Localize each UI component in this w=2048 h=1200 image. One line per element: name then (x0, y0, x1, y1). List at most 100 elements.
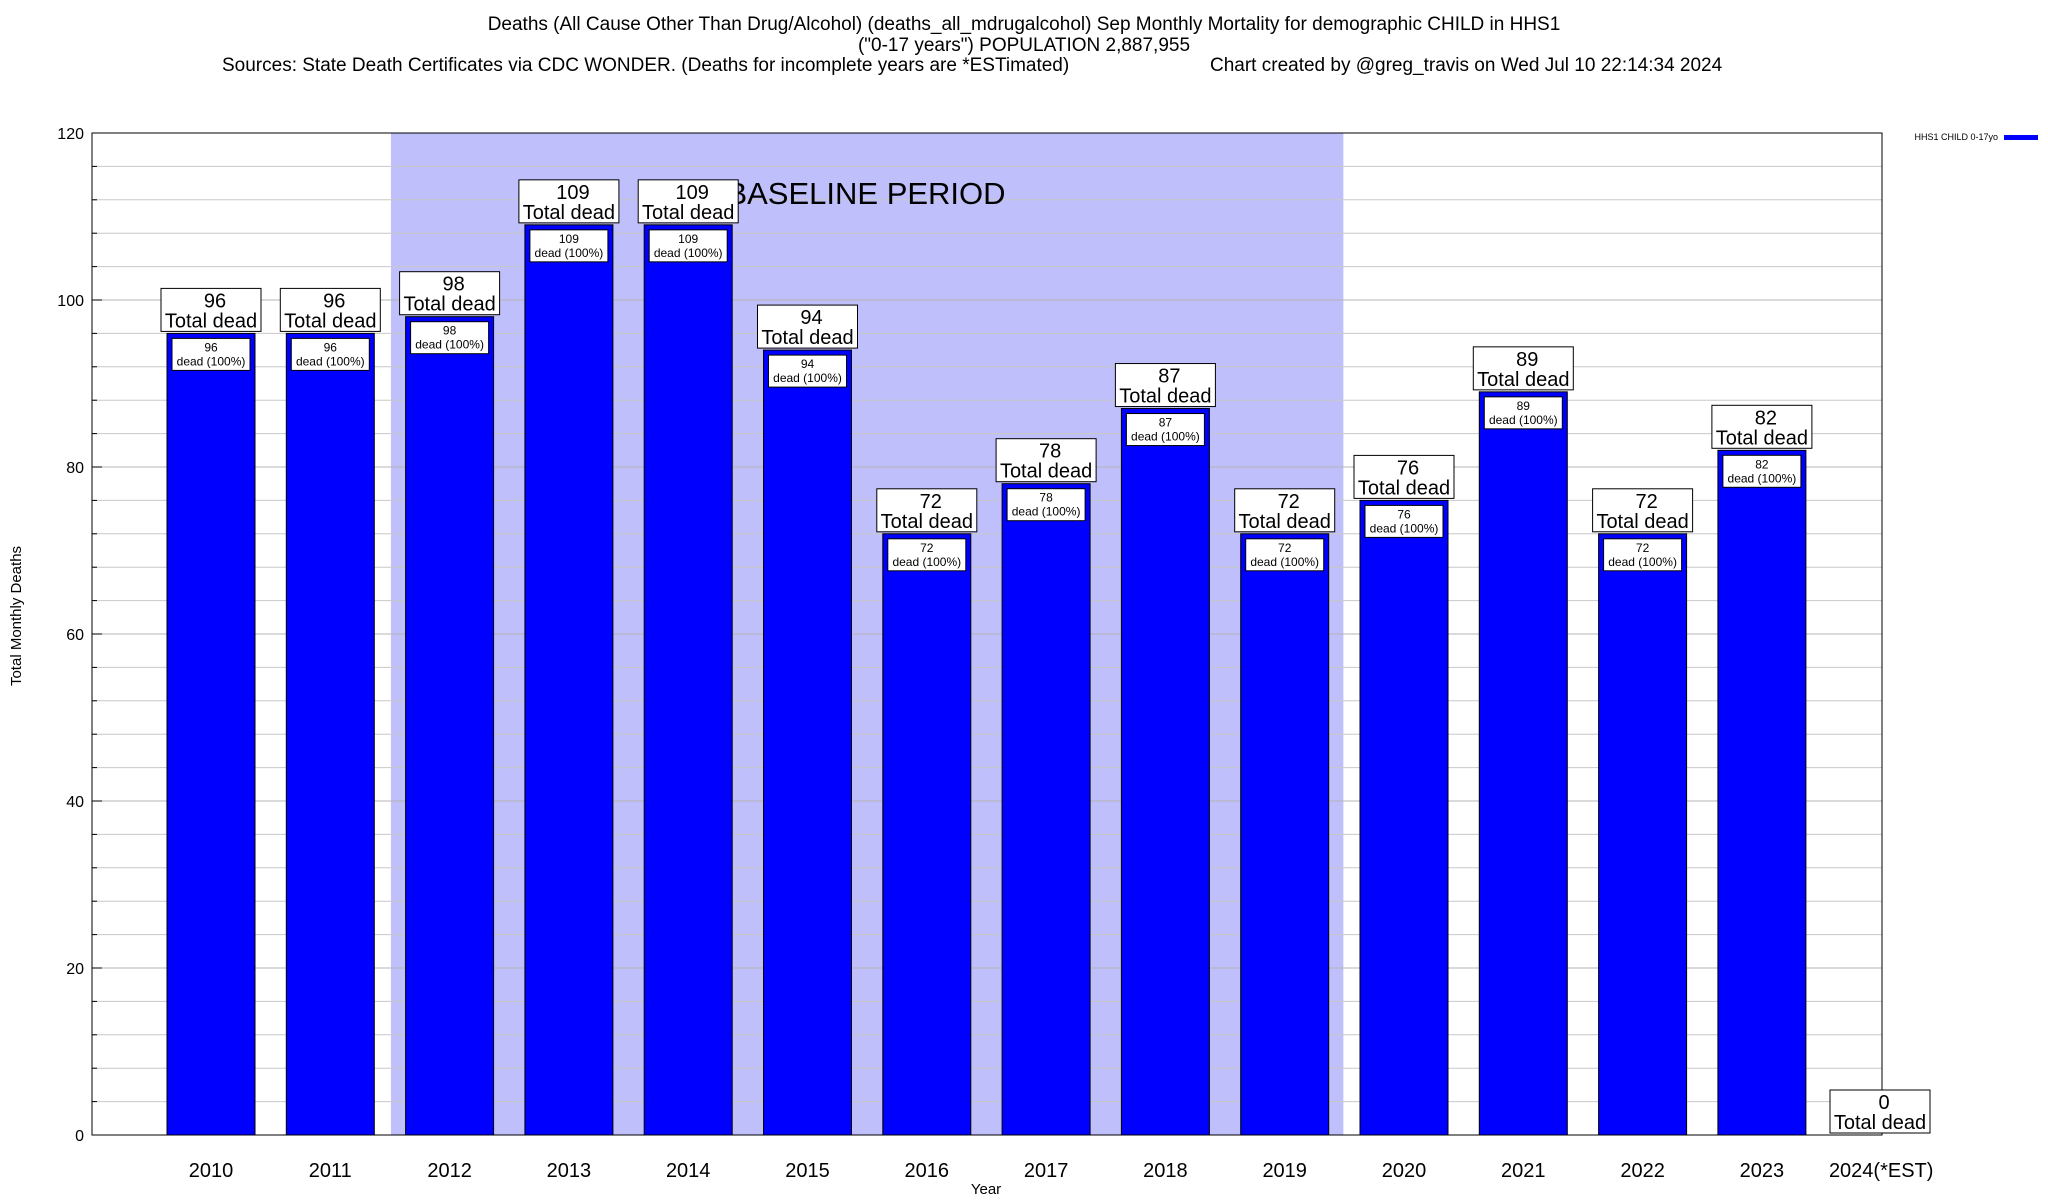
bar-total-label-value: 89 (1516, 349, 1538, 371)
bar-total-label-box (1114, 363, 1216, 408)
bar-total-label-box (279, 287, 381, 332)
bar-inner-label-value: 72 (1278, 541, 1292, 555)
bar-total-label-text: Total dead (523, 202, 615, 224)
bar-inner-label-text: dead (100%) (296, 354, 365, 368)
bar-total-label-value: 96 (204, 290, 226, 312)
bar-total-label-box (995, 438, 1097, 483)
bar-total-label-text: Total dead (1000, 461, 1092, 483)
bar-total-label-value: 0 (1878, 1092, 1889, 1114)
bar-inner-label-text: dead (100%) (1370, 521, 1439, 535)
bar-inner-label-value: 72 (1636, 541, 1650, 555)
bar-inner-label-value: 98 (443, 324, 457, 338)
bar-total-label-value: 109 (676, 182, 709, 204)
bar (285, 332, 375, 1136)
bar-total-label-value: 72 (1278, 491, 1300, 513)
legend-swatch (2004, 135, 2038, 140)
bar (1120, 408, 1210, 1136)
bar-total-label-text: Total dead (1477, 369, 1569, 391)
bar-inner-label-box (648, 229, 728, 263)
bar-inner-label-value: 78 (1039, 491, 1053, 505)
bar-inner-label-box (1006, 488, 1086, 522)
bar-inner-label-value: 109 (678, 232, 698, 246)
bar-total-label-text: Total dead (284, 310, 376, 332)
bar-inner-label-box (1483, 396, 1563, 430)
bar-total-label-box (757, 304, 858, 349)
bar-inner-label-text: dead (100%) (1012, 505, 1081, 519)
bar-inner-label-text: dead (100%) (535, 246, 604, 260)
x-tick-label: 2014 (666, 1160, 711, 1182)
chart-sources: Sources: State Death Certificates via CD… (222, 55, 1070, 76)
bar-total-label-text: Total dead (881, 511, 973, 533)
bar-total-label-text: Total dead (1716, 427, 1808, 449)
y-tick-label: 20 (66, 961, 84, 978)
bar-inner-label-text: dead (100%) (1728, 471, 1797, 485)
bar-total-label-text: Total dead (1239, 511, 1331, 533)
bar-total-label-value: 94 (800, 307, 822, 329)
bar-total-label-text: Total dead (1834, 1112, 1926, 1134)
bar-total-label-box (1353, 454, 1455, 499)
bar-inner-label-box (768, 354, 847, 388)
x-tick-label: 2021 (1501, 1160, 1546, 1182)
bar (643, 224, 733, 1136)
bar-total-label-box (518, 179, 620, 224)
bar-inner-label-value: 87 (1159, 416, 1173, 430)
y-tick-label: 80 (66, 460, 84, 477)
x-tick-label: 2018 (1143, 1160, 1188, 1182)
bar-inner-label-text: dead (100%) (892, 555, 961, 569)
bar-total-label-value: 109 (556, 182, 589, 204)
x-tick-label: 2019 (1262, 1160, 1307, 1182)
bar-inner-label-value: 82 (1755, 457, 1769, 471)
bar (1359, 499, 1449, 1136)
y-axis-title: Total Monthly Deaths (8, 546, 25, 686)
chart-credit: Chart created by @greg_travis on Wed Jul… (1210, 55, 1723, 76)
bar (1240, 533, 1330, 1136)
x-tick-label: 2017 (1024, 1160, 1069, 1182)
x-tick-label: 2010 (189, 1160, 234, 1182)
x-tick-label: 2022 (1620, 1160, 1665, 1182)
bar-inner-label-value: 72 (920, 541, 934, 555)
bar-inner-label-box (171, 337, 251, 371)
bar-inner-label-box (1603, 538, 1683, 572)
bar-total-label-value: 98 (442, 274, 464, 296)
bar-total-label-value: 82 (1755, 407, 1777, 429)
chart-title-line-1: Deaths (All Cause Other Than Drug/Alcoho… (487, 14, 1561, 35)
bar-inner-label-value: 96 (324, 340, 338, 354)
bar-total-label-value: 72 (920, 491, 942, 513)
x-tick-label: 2012 (427, 1160, 472, 1182)
x-tick-label: 2024(*EST) (1829, 1160, 1934, 1182)
bar-inner-label-value: 109 (559, 232, 579, 246)
bar-inner-label-text: dead (100%) (1131, 430, 1200, 444)
bar (405, 316, 495, 1136)
x-tick-label: 2020 (1382, 1160, 1427, 1182)
x-tick-label: 2013 (547, 1160, 592, 1182)
baseline-period-label: BASELINE PERIOD (726, 176, 1005, 211)
bar (166, 332, 256, 1136)
bar-total-label-box (1711, 404, 1813, 449)
bar-total-label-value: 78 (1039, 441, 1061, 463)
bar-inner-label-box (887, 538, 967, 572)
bar-inner-label-text: dead (100%) (1489, 413, 1558, 427)
legend-label: HHS1 CHILD 0-17yo (1914, 132, 1998, 142)
bar-inner-label-value: 76 (1397, 507, 1411, 521)
bar-total-label-text: Total dead (1119, 386, 1211, 408)
bar-total-label-value: 96 (323, 290, 345, 312)
bar-total-label-box (1472, 346, 1574, 391)
bar-inner-label-box (290, 337, 370, 371)
x-tick-label: 2011 (309, 1160, 352, 1182)
bar (1001, 483, 1091, 1136)
bar-inner-label-text: dead (100%) (177, 354, 246, 368)
y-tick-label: 40 (66, 794, 84, 811)
plot-frame (91, 132, 1883, 1136)
bar-total-label-box (1829, 1089, 1931, 1134)
bar-total-label-box (399, 271, 501, 316)
y-tick-label: 60 (66, 627, 84, 644)
bar-inner-label-text: dead (100%) (654, 246, 723, 260)
bar-total-label-box (1592, 488, 1694, 533)
bar-inner-label-box (529, 229, 609, 263)
y-tick-label: 120 (57, 126, 84, 143)
bar (1717, 449, 1807, 1136)
y-tick-label: 100 (57, 293, 84, 310)
bar-inner-label-box (410, 321, 490, 355)
